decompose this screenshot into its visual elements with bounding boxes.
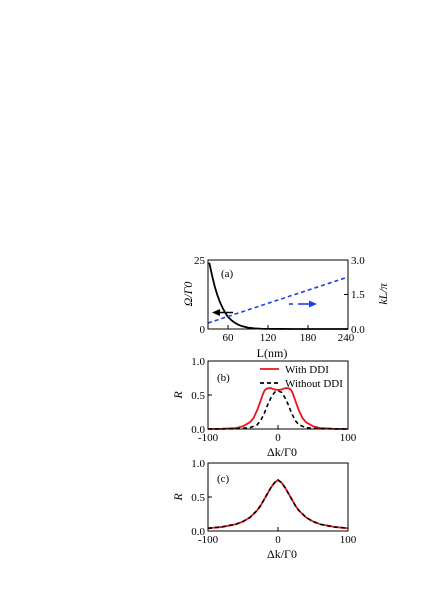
panel-c-series	[207, 479, 349, 530]
left-axis-arrow-icon	[212, 309, 233, 316]
y-tick-label-c-1: 1.0	[191, 458, 205, 470]
x-tick-label-a-60: 60	[223, 332, 235, 344]
y-tick-label-c-0.5: 0.5	[191, 492, 205, 504]
y-tick-label-b-1: 1.0	[191, 356, 205, 368]
series-line-c-with-ddi	[207, 479, 349, 530]
legend-label-without-ddi: Without DDI	[285, 378, 343, 390]
y-axis-label-a-right: kL/π	[376, 282, 390, 304]
legend-label-with-ddi: With DDI	[285, 364, 329, 376]
right-axis-arrow-icon	[289, 300, 317, 308]
legend: With DDI Without DDI	[260, 364, 343, 390]
x-axis-label-c: Δk/Γ0	[267, 547, 297, 561]
y-tick-label-c-0: 0.0	[191, 526, 205, 538]
yr-tick-label-a-1.5: 1.5	[351, 289, 365, 301]
y-tick-label-b-0: 0.0	[191, 424, 205, 436]
panel-b-label: (b)	[217, 372, 230, 384]
x-tick-label-c-neg100: -100	[198, 534, 219, 546]
panel-a-label: (a)	[221, 268, 234, 280]
x-tick-label-b-neg100: -100	[198, 432, 219, 444]
y-axis-label-b: R	[171, 391, 185, 400]
panel-a: (a) 60 120 180 240 0 25 0.0 1.5 3.0 L(nm…	[181, 255, 390, 360]
y-axis-label-a-left: Ω/Γ0	[181, 282, 195, 307]
series-line-b-with-ddi	[207, 387, 349, 430]
yr-tick-label-a-3: 3.0	[351, 255, 365, 267]
series-line-a-right-axis	[207, 276, 349, 324]
x-tick-label-a-120: 120	[260, 332, 277, 344]
panel-c-label: (c)	[217, 473, 230, 485]
panel-c: (c) -100 0 100 0.0 0.5 1.0 Δk/Γ0 R	[171, 458, 357, 561]
x-tick-label-c-0: 0	[275, 534, 281, 546]
x-tick-label-b-100: 100	[340, 432, 357, 444]
series-line-c-without-ddi	[207, 479, 349, 530]
yr-tick-label-a-0: 0.0	[351, 324, 365, 336]
x-tick-label-a-240: 240	[338, 332, 355, 344]
panel-b-series	[207, 387, 349, 430]
yl-tick-label-a-25: 25	[194, 255, 206, 267]
x-tick-label-c-100: 100	[340, 534, 357, 546]
x-axis-label-a: L(nm)	[257, 346, 288, 360]
x-axis-label-b: Δk/Γ0	[267, 445, 297, 459]
x-tick-label-a-180: 180	[300, 332, 317, 344]
x-tick-label-b-0: 0	[275, 432, 281, 444]
series-line-b-without-ddi	[207, 390, 349, 430]
panel-b: (b) -100 0 100 0.0 0.5 1.0 Δk/Γ0 R With …	[171, 356, 357, 459]
y-axis-label-c: R	[171, 493, 185, 502]
y-tick-label-b-0.5: 0.5	[191, 390, 205, 402]
yl-tick-label-a-0: 0	[200, 324, 206, 336]
